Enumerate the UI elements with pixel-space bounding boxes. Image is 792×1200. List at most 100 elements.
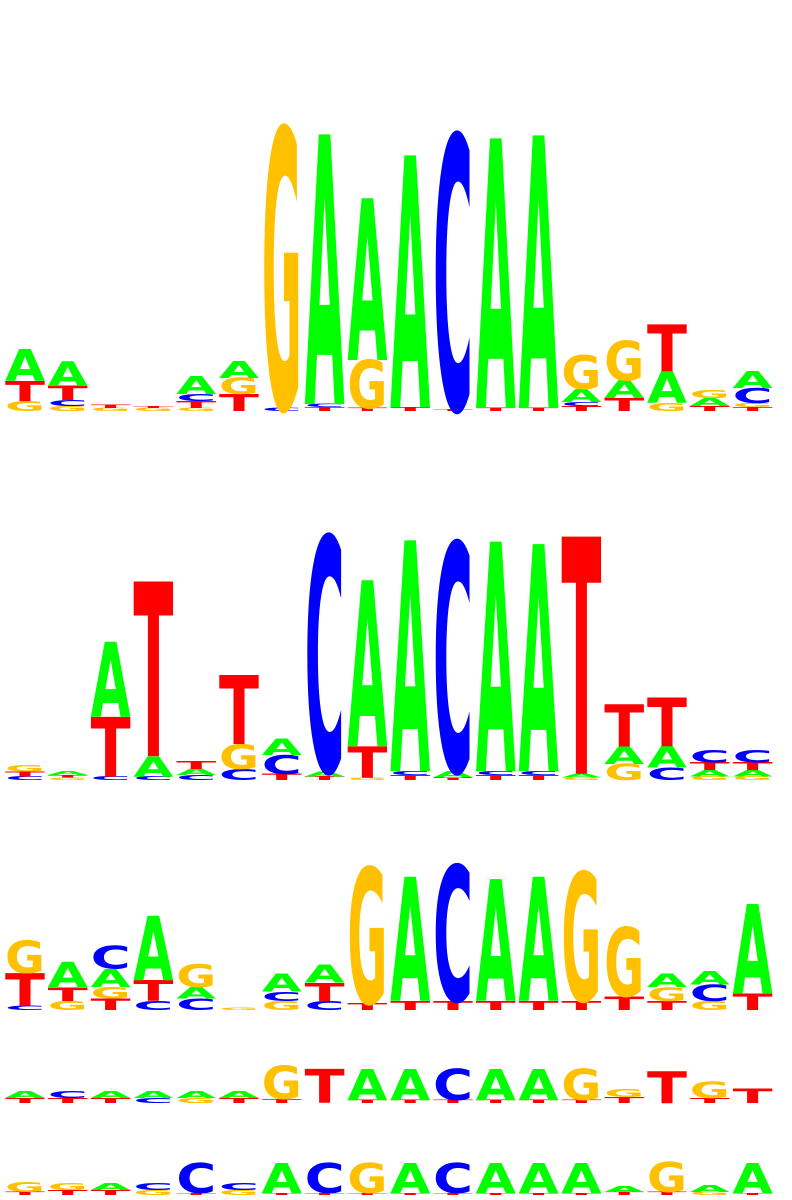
nucleotide-g: G [347, 777, 387, 781]
nucleotide-c: C [305, 999, 345, 1014]
nucleotide-t: T [561, 998, 601, 1013]
nucleotide-t: T [48, 1189, 89, 1197]
nucleotide-t: T [647, 1191, 688, 1196]
nucleotide-g: G [262, 999, 302, 1014]
logo-column-1: CTG [5, 764, 46, 782]
nucleotide-a: A [733, 882, 773, 1024]
nucleotide-g: G [604, 330, 644, 393]
logo-column-3: GT [91, 404, 132, 412]
logo-column-14: GAT [561, 473, 602, 852]
nucleotide-t: T [733, 1086, 773, 1108]
nucleotide-t: T [262, 1192, 303, 1195]
nucleotide-t: T [347, 1099, 388, 1104]
nucleotide-t: T [91, 404, 132, 409]
nucleotide-t: T [91, 996, 132, 1014]
nucleotide-g: G [733, 402, 773, 408]
nucleotide-a: A [176, 371, 217, 400]
logo-column-6: G [219, 1007, 259, 1011]
nucleotide-t: T [476, 1099, 517, 1104]
nucleotide-c: C [219, 1181, 259, 1192]
nucleotide-g: G [561, 837, 601, 1043]
logo-column-8: T [305, 1061, 345, 1115]
nucleotide-a: A [519, 842, 559, 1041]
nucleotide-g: G [262, 53, 302, 499]
logo-column-13: TA [519, 1156, 560, 1200]
nucleotide-c: C [5, 775, 45, 781]
nucleotide-a: A [305, 62, 345, 492]
nucleotide-t: T [519, 774, 560, 782]
logo-column-2: GTA [48, 955, 88, 1013]
nucleotide-g: G [647, 983, 687, 1005]
nucleotide-g: G [561, 1061, 601, 1110]
logo-column-1: TA [5, 1089, 46, 1104]
nucleotide-t: T [5, 770, 46, 778]
logo-column-13: TA [519, 61, 560, 497]
nucleotide-c: C [433, 481, 473, 846]
nucleotide-g: G [48, 777, 88, 781]
nucleotide-t: T [519, 1192, 560, 1195]
logo-column-7: TA [262, 1156, 303, 1200]
nucleotide-t: T [390, 406, 431, 412]
nucleotide-t: T [305, 1192, 346, 1195]
nucleotide-c: C [219, 766, 259, 784]
logo-column-14: TG [561, 1061, 602, 1110]
nucleotide-g: G [91, 407, 131, 412]
nucleotide-g: G [48, 1181, 88, 1192]
nucleotide-c: C [133, 1097, 173, 1105]
nucleotide-t: T [5, 965, 46, 1016]
nucleotide-g: G [690, 388, 730, 401]
logo-column-12: TA [476, 66, 517, 496]
nucleotide-a: A [604, 742, 644, 769]
nucleotide-g: G [133, 1189, 173, 1197]
nucleotide-c: C [91, 775, 131, 781]
nucleotide-a: A [133, 751, 173, 783]
nucleotide-a: A [476, 480, 516, 847]
logo-column-15: GAT [604, 692, 644, 785]
nucleotide-t: T [48, 984, 88, 1006]
nucleotide-a: A [647, 364, 687, 414]
nucleotide-a: A [91, 963, 132, 993]
logo-column-12: TCA [476, 480, 517, 847]
nucleotide-c: C [305, 403, 345, 408]
nucleotide-g: G [690, 999, 730, 1014]
nucleotide-g: G [604, 759, 644, 785]
nucleotide-a: A [690, 768, 730, 778]
nucleotide-a: A [48, 770, 89, 776]
logo-column-16: CAT [647, 685, 688, 785]
logo-column-7: GCA [262, 968, 303, 1013]
nucleotide-c: C [133, 999, 173, 1014]
nucleotide-t: T [133, 405, 174, 408]
nucleotide-t: T [476, 407, 517, 412]
logo-column-5: CAG [176, 958, 217, 1014]
nucleotide-g: G [647, 401, 687, 414]
nucleotide-a: A [561, 773, 602, 779]
nucleotide-a: A [519, 1061, 559, 1110]
nucleotide-c: C [176, 996, 216, 1014]
nucleotide-a: A [561, 1156, 601, 1200]
nucleotide-t: T [733, 406, 774, 412]
nucleotide-t: T [91, 1189, 132, 1197]
nucleotide-t: T [561, 405, 602, 413]
nucleotide-c: C [476, 770, 516, 776]
nucleotide-c: C [48, 399, 88, 408]
nucleotide-a: A [690, 396, 730, 409]
logo-column-11: TC [433, 62, 474, 499]
nucleotide-a: A [176, 767, 216, 777]
nucleotide-a: A [690, 1183, 730, 1194]
nucleotide-t: T [561, 1099, 602, 1104]
logo-column-6: CGT [219, 657, 259, 784]
nucleotide-a: A [733, 367, 773, 394]
nucleotide-t: T [561, 1192, 602, 1195]
logo-column-9: TG [347, 832, 387, 1048]
logo-column-10: TA [390, 842, 430, 1041]
nucleotide-a: A [390, 1156, 430, 1200]
logo-column-3: TA [91, 1089, 132, 1104]
nucleotide-g: G [647, 1154, 687, 1200]
nucleotide-c: C [433, 830, 473, 1046]
